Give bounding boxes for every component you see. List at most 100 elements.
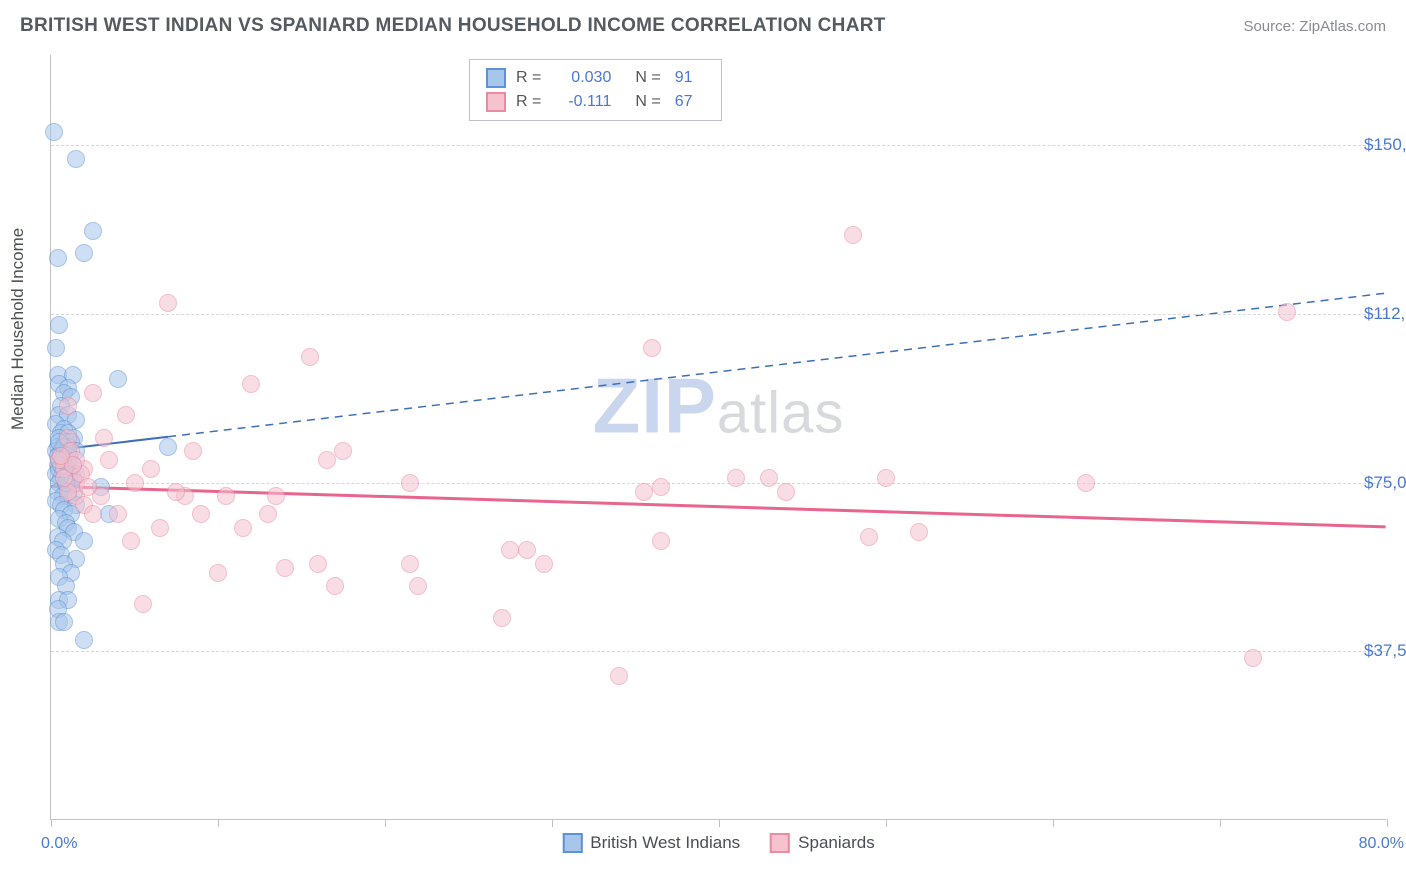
x-tick — [1053, 819, 1054, 827]
data-point-bwi — [50, 316, 68, 334]
stat-r-key: R = — [516, 69, 541, 87]
grid-line-h — [51, 651, 1386, 652]
stat-n-val: 91 — [675, 69, 705, 87]
data-point-spn — [301, 348, 319, 366]
data-point-spn — [126, 474, 144, 492]
stat-r-key: R = — [516, 93, 541, 111]
data-point-spn — [95, 429, 113, 447]
data-point-bwi — [75, 631, 93, 649]
trendlines-layer — [51, 55, 1386, 819]
x-tick — [719, 819, 720, 827]
data-point-spn — [309, 555, 327, 573]
data-point-spn — [326, 577, 344, 595]
data-point-bwi — [84, 222, 102, 240]
data-point-spn — [910, 523, 928, 541]
stats-swatch — [486, 92, 506, 112]
data-point-bwi — [109, 370, 127, 388]
x-tick — [385, 819, 386, 827]
data-point-bwi — [75, 244, 93, 262]
data-point-spn — [501, 541, 519, 559]
data-point-spn — [635, 483, 653, 501]
x-tick — [886, 819, 887, 827]
data-point-spn — [151, 519, 169, 537]
source-attribution: Source: ZipAtlas.com — [1243, 18, 1386, 35]
stats-row: R =-0.111N =67 — [486, 90, 705, 114]
grid-line-h — [51, 314, 1386, 315]
x-tick — [1220, 819, 1221, 827]
data-point-spn — [1077, 474, 1095, 492]
data-point-spn — [643, 339, 661, 357]
x-tick — [51, 819, 52, 827]
data-point-bwi — [47, 339, 65, 357]
stats-row: R = 0.030 N = 91 — [486, 66, 705, 90]
data-point-spn — [518, 541, 536, 559]
legend-swatch — [770, 833, 790, 853]
legend-swatch — [562, 833, 582, 853]
y-tick-label: $75,000 — [1364, 473, 1406, 493]
data-point-spn — [259, 505, 277, 523]
y-tick-label: $37,500 — [1364, 641, 1406, 661]
data-point-spn — [134, 595, 152, 613]
correlation-stats-box: R = 0.030 N = 91 R =-0.111N =67 — [469, 59, 722, 121]
data-point-spn — [844, 226, 862, 244]
data-point-bwi — [67, 150, 85, 168]
x-axis-max-label: 80.0% — [1359, 835, 1404, 853]
data-point-spn — [860, 528, 878, 546]
data-point-spn — [167, 483, 185, 501]
data-point-spn — [217, 487, 235, 505]
stat-n-val: 67 — [675, 93, 705, 111]
legend: British West Indians Spaniards — [562, 833, 874, 853]
data-point-spn — [727, 469, 745, 487]
grid-line-h — [51, 145, 1386, 146]
data-point-spn — [122, 532, 140, 550]
data-point-bwi — [45, 123, 63, 141]
data-point-spn — [334, 442, 352, 460]
data-point-spn — [84, 384, 102, 402]
data-point-spn — [535, 555, 553, 573]
data-point-spn — [276, 559, 294, 577]
data-point-spn — [318, 451, 336, 469]
watermark-zip: ZIP — [593, 362, 717, 450]
scatter-chart: ZIPatlas R = 0.030 N = 91R =-0.111N =67 0.0… — [50, 55, 1386, 820]
data-point-spn — [192, 505, 210, 523]
x-tick — [552, 819, 553, 827]
legend-item: Spaniards — [770, 833, 875, 853]
data-point-spn — [401, 474, 419, 492]
y-tick-label: $150,000 — [1364, 135, 1406, 155]
data-point-spn — [777, 483, 795, 501]
data-point-spn — [234, 519, 252, 537]
data-point-spn — [242, 375, 260, 393]
data-point-spn — [760, 469, 778, 487]
data-point-spn — [117, 406, 135, 424]
data-point-spn — [652, 532, 670, 550]
watermark-atlas: atlas — [717, 381, 845, 446]
grid-line-h — [51, 483, 1386, 484]
data-point-bwi — [55, 613, 73, 631]
data-point-spn — [1244, 649, 1262, 667]
data-point-spn — [109, 505, 127, 523]
stat-r-val: 0.030 — [551, 69, 611, 87]
data-point-spn — [409, 577, 427, 595]
data-point-spn — [59, 397, 77, 415]
legend-item: British West Indians — [562, 833, 740, 853]
y-axis-label: Median Household Income — [8, 228, 28, 430]
stat-n-key: N = — [635, 69, 660, 87]
data-point-bwi — [49, 249, 67, 267]
data-point-spn — [84, 505, 102, 523]
y-tick-label: $112,500 — [1364, 304, 1406, 324]
data-point-spn — [877, 469, 895, 487]
data-point-spn — [209, 564, 227, 582]
data-point-spn — [142, 460, 160, 478]
data-point-bwi — [159, 438, 177, 456]
data-point-spn — [652, 478, 670, 496]
chart-title: BRITISH WEST INDIAN VS SPANIARD MEDIAN H… — [20, 15, 886, 37]
trendline-solid-spn — [51, 486, 1385, 526]
data-point-spn — [267, 487, 285, 505]
stats-swatch — [486, 68, 506, 88]
data-point-spn — [79, 478, 97, 496]
data-point-spn — [100, 451, 118, 469]
data-point-spn — [184, 442, 202, 460]
data-point-spn — [159, 294, 177, 312]
watermark: ZIPatlas — [593, 361, 845, 452]
data-point-spn — [52, 447, 70, 465]
